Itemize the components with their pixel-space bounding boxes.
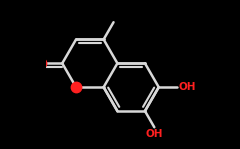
- Text: OH: OH: [179, 82, 197, 92]
- Text: OH: OH: [146, 129, 163, 139]
